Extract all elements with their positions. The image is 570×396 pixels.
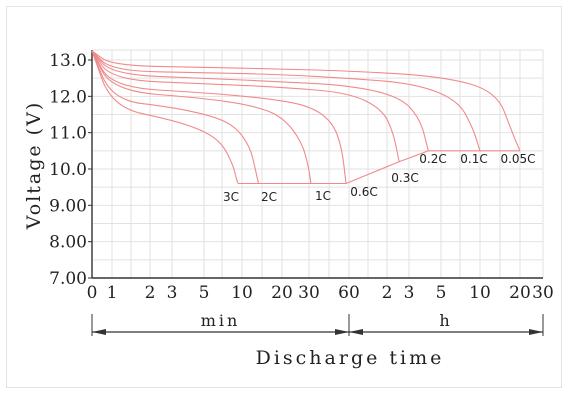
- end-voltage-line: [238, 150, 520, 185]
- x-tick-label: 3: [167, 283, 178, 303]
- rate-label-0_2C: 0.2C: [419, 152, 446, 166]
- x-tick-label: 3: [404, 283, 415, 303]
- axes: [91, 50, 543, 279]
- rate-labels: 3C 2C 1C 0.6C 0.3C0.2C 0.1C 0.05C: [223, 152, 536, 204]
- x-tick-label: 5: [436, 283, 447, 303]
- arrow-right-1: [529, 329, 543, 335]
- y-tick-label: 12.0: [49, 87, 87, 107]
- curve-2C: [91, 50, 260, 184]
- y-tick-label: 13.0: [49, 51, 87, 71]
- y-tick-label: 10.0: [49, 160, 87, 180]
- rate-label-0_05C: 0.05C: [500, 152, 535, 166]
- curve-1C: [91, 50, 312, 184]
- x-tick-label: 20: [271, 283, 293, 303]
- curve-0_2C: [91, 50, 429, 151]
- rate-label-3C: 3C: [223, 190, 239, 204]
- x-tick-label: 2: [382, 283, 393, 303]
- x-tick-label: 60: [338, 283, 360, 303]
- segment-label-min: min: [201, 311, 241, 330]
- x-tick-label: 30: [532, 283, 554, 303]
- x-tick-label: 1: [107, 283, 118, 303]
- segment-label-h: h: [439, 311, 452, 330]
- y-axis-label: Voltage (V): [23, 101, 45, 230]
- discharge-curves: [91, 50, 521, 185]
- curve-0_3C: [91, 50, 400, 162]
- rate-label-2C: 2C: [261, 190, 277, 204]
- curve-3C: [91, 50, 239, 184]
- x-tick-label: 5: [199, 283, 210, 303]
- time-segments: min h: [91, 311, 544, 336]
- y-tick-label: 9.00: [49, 196, 87, 216]
- rate-label-0_1C: 0.1C: [460, 152, 487, 166]
- y-tick-label: 7.00: [49, 269, 87, 289]
- y-tick-labels: 13.0 12.0 11.0 10.0 9.00 8.00 7.00: [49, 51, 92, 289]
- rate-label-0_3C: 0.3C: [391, 171, 418, 185]
- arrow-left-0: [92, 329, 106, 335]
- arrow-right-0: [335, 329, 349, 335]
- rate-label-0_6C: 0.6C: [350, 185, 377, 199]
- arrow-left-1: [349, 329, 363, 335]
- x-tick-label: 30: [298, 283, 320, 303]
- x-tick-labels: 0 1 2 3 5 10 20 30 60 2 3 5 10 20 30: [87, 283, 554, 303]
- x-axis-label: Discharge time: [256, 347, 445, 369]
- x-tick-label: 0: [87, 283, 98, 303]
- y-tick-label: 8.00: [49, 233, 87, 253]
- y-tick-label: 11.0: [49, 124, 87, 144]
- x-tick-label: 10: [231, 283, 253, 303]
- curve-0_6C: [91, 50, 347, 184]
- rate-label-1C: 1C: [315, 189, 331, 203]
- x-tick-label: 2: [145, 283, 156, 303]
- x-tick-label: 20: [509, 283, 531, 303]
- x-tick-label: 10: [469, 283, 491, 303]
- curve-0_05C: [91, 50, 521, 152]
- curve-0_1C: [91, 50, 481, 151]
